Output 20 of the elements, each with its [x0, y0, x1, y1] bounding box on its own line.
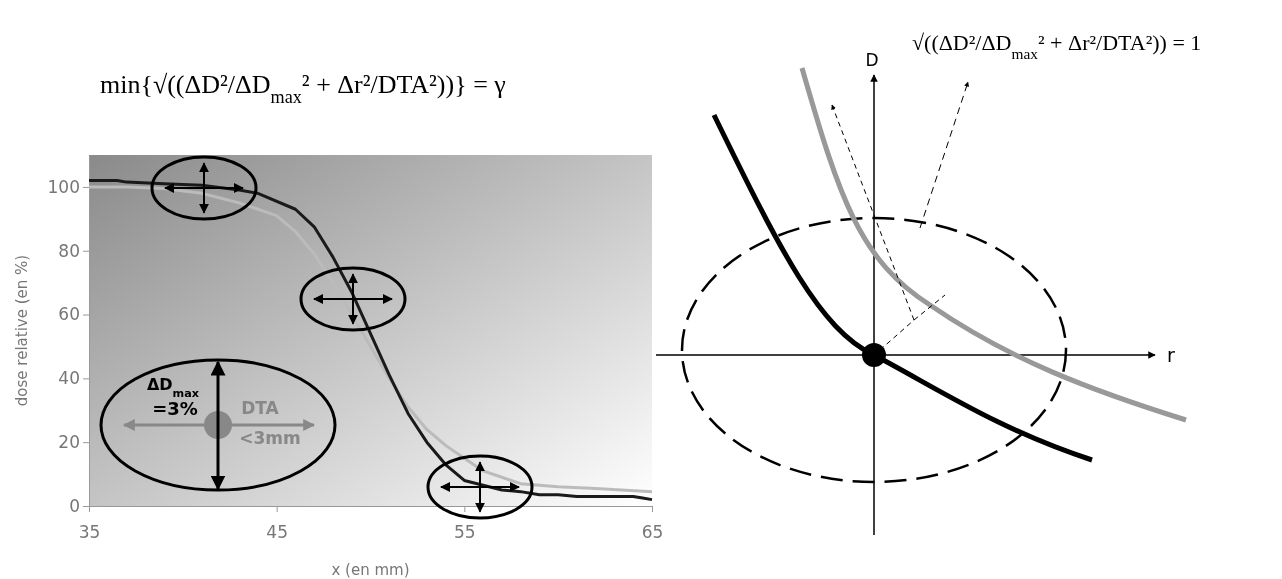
y-tick-label: 80	[58, 240, 80, 261]
x-axis-title: x (en mm)	[331, 561, 410, 579]
annotation: ΔD$_{max}$	[146, 375, 200, 400]
y-axis-title: dose relative (en %)	[13, 254, 31, 407]
y-tick-label: 40	[58, 368, 80, 389]
text: D	[865, 50, 879, 70]
text: √((ΔD²/ΔD$_{max}$² + Δr²/DTA²)) = 1	[912, 30, 1202, 62]
annotation: DTA	[241, 398, 280, 418]
x-tick-label: 65	[641, 522, 664, 543]
x-tick-label: 35	[78, 522, 101, 543]
annotation: =3%	[152, 398, 198, 419]
text: min{√((ΔD²/ΔD$_{max}$² + Δr²/DTA²))} = γ	[100, 70, 506, 107]
y-tick-label: 100	[47, 176, 80, 197]
y-tick-label: 60	[58, 304, 80, 325]
x-tick-label: 55	[454, 522, 476, 543]
y-tick-label: 0	[69, 495, 80, 516]
text: r	[1167, 344, 1175, 366]
y-tick-label: 20	[58, 432, 80, 453]
x-tick-label: 45	[266, 522, 288, 543]
annotation: <3mm	[239, 428, 301, 448]
